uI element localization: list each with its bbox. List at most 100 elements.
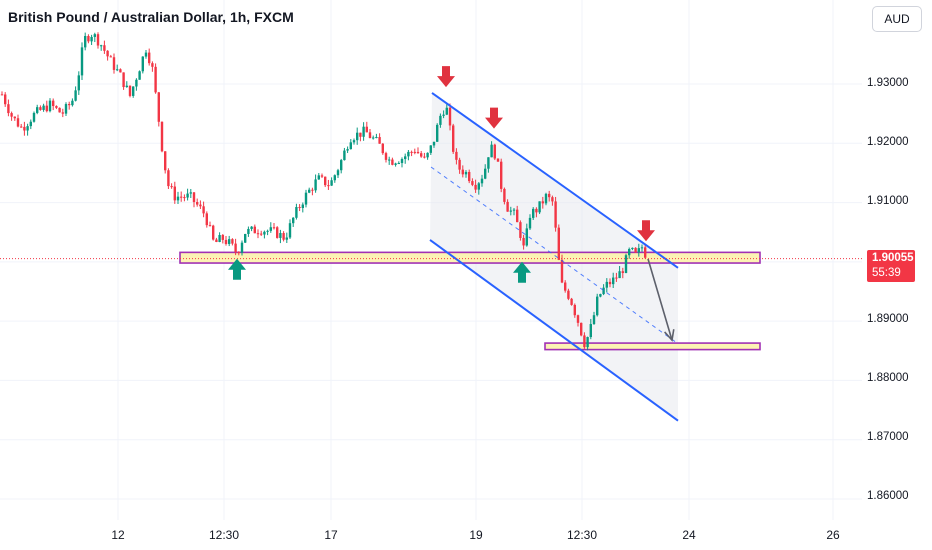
candle-up [308,189,311,193]
candle-up [285,237,288,240]
candle-down [621,271,624,273]
candle-up [404,156,407,160]
candle-down [413,151,416,153]
candle-down [253,226,256,234]
candle-down [58,107,61,113]
candle-up [343,150,346,161]
candle-down [327,185,330,187]
candle-down [103,45,106,51]
candle-down [23,126,26,131]
candle-down [359,132,362,137]
candle-up [90,36,93,42]
candle-down [215,239,218,242]
candle-up [100,45,103,47]
candle-down [199,204,202,207]
chart-title: British Pound / Australian Dollar, 1h, F… [8,9,294,25]
support-resistance-zone [179,251,761,264]
candle-down [580,322,583,336]
candle-up [32,112,36,122]
channel-lines [429,92,679,422]
candle-down [119,69,122,73]
candle-down [256,233,260,235]
candle-up [141,56,144,72]
candle-up [349,142,352,150]
time-label: 19 [469,528,483,542]
candle-up [186,193,189,198]
candle-down [560,259,564,283]
candle-down [208,225,212,227]
candle-down [7,104,10,114]
candle-down [87,36,90,42]
candle-up [340,160,343,171]
candle-up [352,140,356,143]
candle-down [557,227,560,260]
candle-up [295,207,298,218]
price-label: 1.89000 [867,313,909,325]
candle-countdown: 55:39 [872,267,901,279]
candle-up [144,52,148,57]
candle-up [279,233,282,238]
candle-down [468,171,471,182]
candle-down [4,94,7,105]
candle-up [29,121,32,127]
time-label: 12 [111,528,125,542]
candle-up [439,115,442,125]
candle-down [311,189,314,191]
resistance-arrow-down [637,220,655,242]
candle-down [231,239,234,244]
price-label: 1.87000 [867,431,909,443]
currency-button[interactable]: AUD [872,6,922,32]
support-resistance-zone [544,342,761,351]
candle-up [640,247,644,249]
candle-down [298,207,301,209]
candle-up [93,34,96,37]
time-label: 12:30 [566,528,598,542]
candle-down [381,143,384,154]
candle-down [167,170,170,187]
candle-up [263,231,266,235]
candle-up [292,217,295,224]
candle-down [0,94,4,96]
projection-arrow-head [664,329,675,342]
candle-up [400,159,404,164]
candle-up [362,126,365,137]
candle-up [288,223,292,238]
candle-up [624,255,628,273]
candle-down [391,159,394,165]
candle-down [221,235,224,240]
candle-up [330,180,333,186]
candle-up [618,271,621,279]
candle-down [170,186,173,188]
candle-down [644,247,647,258]
candle-down [183,197,186,199]
candles [0,32,647,351]
candle-up [602,287,605,295]
candle-down [474,184,477,190]
candle-up [394,163,397,165]
candle-down [458,159,461,170]
last-price-badge: 1.90055 55:39 [867,250,915,282]
projection-arrow-line [647,258,673,341]
candle-up [484,168,487,179]
candle-up [628,249,631,256]
candle-down [416,151,420,154]
candle-up [375,137,378,139]
candle-down [519,222,522,238]
candle-up [228,239,231,244]
price-label: 1.92000 [867,136,909,148]
candle-up [436,124,439,142]
candle-up [631,247,634,250]
candle-up [596,296,599,316]
candle-up [240,242,244,253]
candle-down [410,151,413,153]
candle-up [250,226,253,229]
candle-up [336,170,340,176]
candle-down [13,116,16,119]
candle-down [551,197,554,202]
candle-down [496,158,500,162]
candle-up [480,178,484,184]
candle-down [234,243,237,253]
candle-down [554,201,557,228]
